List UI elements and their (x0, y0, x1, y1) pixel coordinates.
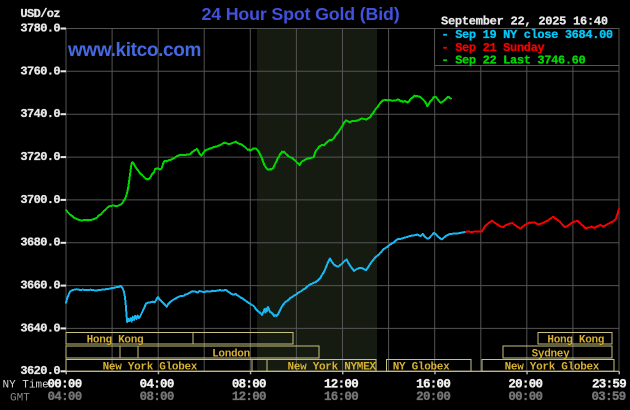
svg-text:3700.0: 3700.0 (20, 193, 60, 207)
svg-text:20:00: 20:00 (416, 390, 450, 404)
svg-text:NY Time: NY Time (3, 379, 49, 391)
svg-text:3740.0: 3740.0 (20, 107, 60, 121)
svg-text:12:00: 12:00 (324, 377, 358, 391)
svg-text:September 22, 2025 16:40: September 22, 2025 16:40 (441, 15, 608, 29)
svg-text:08:00: 08:00 (232, 377, 266, 391)
svg-text:Sydney: Sydney (532, 348, 571, 360)
svg-text:3780.0: 3780.0 (20, 21, 60, 35)
svg-text:New York Globex: New York Globex (103, 362, 198, 374)
svg-text:16:00: 16:00 (416, 377, 450, 391)
svg-text:00:00: 00:00 (47, 377, 81, 391)
svg-text:12:00: 12:00 (232, 390, 266, 404)
svg-text:Hong Kong: Hong Kong (87, 334, 144, 346)
svg-text:3720.0: 3720.0 (20, 150, 60, 164)
svg-text:00:00: 00:00 (508, 390, 542, 404)
svg-text:New York NYMEX: New York NYMEX (288, 362, 377, 374)
svg-text:16:00: 16:00 (324, 390, 358, 404)
svg-text:3620.0: 3620.0 (20, 364, 60, 378)
svg-text:- Sep 21 Sunday: - Sep 21 Sunday (442, 41, 545, 55)
svg-text:NY Globex: NY Globex (393, 362, 450, 374)
svg-text:London: London (212, 348, 250, 360)
svg-text:- Sep 19 NY close 3684.00: - Sep 19 NY close 3684.00 (442, 28, 613, 42)
svg-text:23:59: 23:59 (592, 377, 626, 391)
svg-text:20:00: 20:00 (508, 377, 542, 391)
svg-text:08:00: 08:00 (140, 390, 174, 404)
svg-text:03:59: 03:59 (591, 390, 625, 404)
svg-text:04:00: 04:00 (47, 390, 81, 404)
svg-text:3640.0: 3640.0 (20, 321, 60, 335)
svg-text:- Sep 22 Last 3746.60: - Sep 22 Last 3746.60 (442, 54, 586, 68)
svg-text:3680.0: 3680.0 (20, 236, 60, 250)
svg-text:24 Hour Spot Gold (Bid): 24 Hour Spot Gold (Bid) (201, 4, 399, 24)
svg-text:04:00: 04:00 (140, 377, 174, 391)
svg-text:USD/oz: USD/oz (20, 7, 60, 21)
svg-text:www.kitco.com: www.kitco.com (67, 40, 201, 61)
svg-text:3760.0: 3760.0 (20, 64, 60, 78)
svg-text:3660.0: 3660.0 (20, 279, 60, 293)
svg-text:GMT: GMT (10, 392, 30, 404)
svg-text:Hong Kong: Hong Kong (547, 334, 604, 346)
svg-text:New York Globex: New York Globex (505, 362, 600, 374)
